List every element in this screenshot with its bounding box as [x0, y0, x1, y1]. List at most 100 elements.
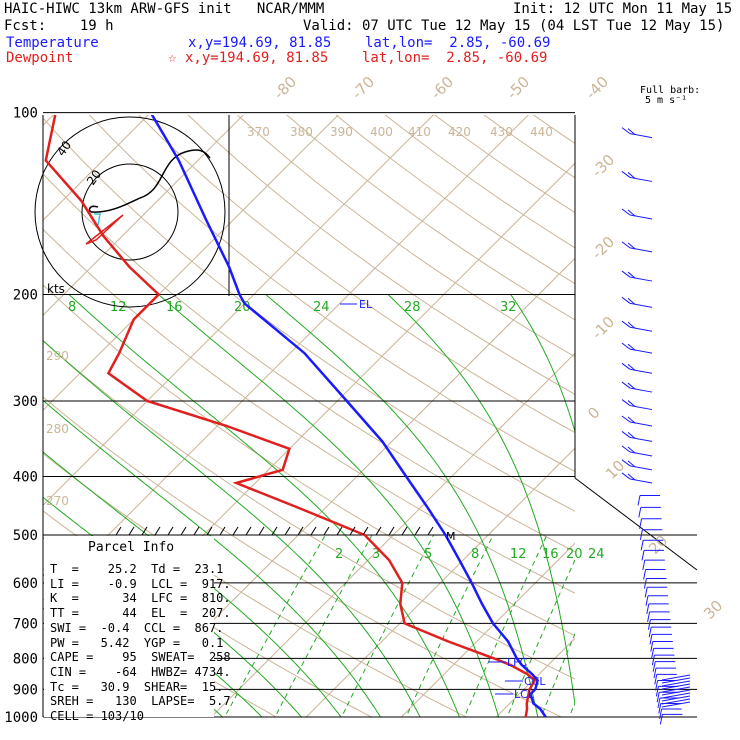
parcel-info-row: TT = 44 EL = 207.	[50, 606, 231, 621]
wind-barb	[629, 348, 653, 354]
wind-barb-flag	[621, 445, 631, 453]
mixing-ratio-label: 12	[510, 547, 527, 562]
dewpoint-location: x,y=194.69, 81.85 lat,lon= 2.85, -60.69	[185, 50, 548, 66]
theta-label: 380	[290, 125, 313, 139]
wind-barb	[629, 302, 653, 308]
pressure-tick-label: 1000	[4, 710, 38, 726]
isotherm-label: -50	[503, 73, 533, 103]
wind-barb-flag	[621, 415, 631, 423]
theta-label: 430	[490, 125, 513, 139]
dry-adiabat-line	[683, 85, 740, 730]
wind-tick	[427, 526, 434, 536]
hodograph-unit-label: kts	[47, 282, 65, 296]
dry-adiabat-line	[43, 284, 575, 637]
wind-barb-flag	[646, 603, 650, 615]
wind-barb-flag	[637, 495, 641, 506]
wind-tick	[245, 526, 252, 536]
wind-barb-flag	[655, 686, 659, 697]
wind-barb-flag	[639, 518, 643, 529]
wind-tick	[167, 526, 174, 536]
mixing-ratio-label: 8	[68, 300, 76, 315]
hodograph-low-level-trace	[94, 213, 101, 226]
wind-barb-flag	[653, 667, 657, 679]
wind-barb-flag	[621, 270, 631, 278]
plot-slant-border	[574, 477, 698, 571]
wind-barb-flag	[657, 697, 661, 709]
mixing-ratio-line	[274, 534, 373, 717]
wind-barb-flag	[621, 208, 631, 216]
parcel-info-row: CAPE = 95 SWEAT= 258	[50, 650, 231, 665]
wind-barb	[629, 326, 653, 332]
wind-tick	[401, 526, 408, 536]
isotherm-line	[43, 115, 434, 506]
mixing-ratio-label: 16	[166, 300, 183, 315]
isotherm-line	[400, 542, 575, 717]
barb-legend-line1: Full barb:	[640, 85, 701, 96]
dry-adiabat-line	[588, 85, 740, 730]
wind-tick	[375, 526, 382, 536]
wind-barb	[629, 247, 653, 253]
isotherm-label: -70	[348, 73, 378, 103]
wind-barb-flag	[627, 416, 636, 424]
wind-barb-flag	[621, 296, 631, 304]
wind-barb	[629, 421, 653, 427]
m-marker-label: M	[446, 530, 456, 543]
wind-barb-flag	[621, 342, 631, 350]
dry-adiabat-line	[731, 85, 740, 730]
moist-adiabat-line	[68, 294, 460, 717]
theta-label: 440	[530, 125, 553, 139]
theta-label: 270	[46, 494, 69, 508]
parcel-info-row: CIN = -64 HWBZ= 4734.	[50, 664, 231, 679]
wind-barb-flag	[648, 626, 652, 638]
mixing-ratio-label: 12	[110, 300, 127, 315]
wind-tick	[323, 526, 330, 536]
wind-barb-flag	[647, 611, 651, 622]
isotherm-label: 0	[584, 403, 603, 422]
dry-adiabat-line	[532, 115, 575, 145]
wind-barb-flag	[640, 540, 644, 551]
wind-tick	[128, 526, 135, 536]
wind-barb-flag	[651, 648, 655, 659]
plot-title: HAIC-HIWC 13km ARW-GFS init NCAR/MMM	[4, 1, 325, 17]
wind-barb-flag	[621, 127, 631, 134]
isotherm-label: -10	[588, 313, 618, 343]
wind-barb-flag	[627, 460, 636, 468]
wind-tick	[271, 526, 278, 536]
wind-barb-flag	[655, 680, 659, 691]
mixing-ratio-line	[540, 632, 575, 717]
wind-barb-cluster	[661, 674, 691, 681]
wind-barb-cluster	[661, 701, 691, 708]
dry-adiabat-line	[138, 115, 575, 434]
storm-motion-arrow	[85, 214, 124, 245]
wind-tick	[193, 526, 200, 536]
wind-tick	[349, 526, 356, 536]
wind-barb-flag	[627, 128, 636, 135]
wind-barb-flag	[627, 382, 636, 390]
wind-barb-flag	[627, 400, 636, 407]
wind-barb-flag	[649, 634, 653, 645]
pressure-tick-label: 900	[13, 682, 38, 698]
isotherm-label: -60	[427, 73, 457, 103]
wind-tick	[297, 526, 304, 536]
isotherm-label: -30	[588, 151, 618, 181]
temperature-profile-line	[150, 115, 547, 717]
wind-barb-cluster	[661, 686, 691, 693]
mixing-ratio-label: 32	[500, 300, 517, 315]
moist-adiabat-line	[158, 294, 500, 717]
dry-adiabat-line	[43, 396, 563, 717]
wind-barb-flag	[650, 641, 654, 652]
parcel-info-box	[44, 536, 214, 717]
wind-barb-flag	[641, 550, 645, 561]
parcel-info-row: K = 34 LFC = 810.	[50, 591, 231, 606]
temperature-location: x,y=194.69, 81.85 lat,lon= 2.85, -60.69	[188, 35, 551, 51]
wind-barb-flag	[651, 655, 655, 666]
mixing-ratio-label: 24	[313, 300, 330, 315]
hodograph-trace	[88, 149, 211, 213]
wind-barb	[629, 478, 653, 484]
wind-tick	[141, 526, 148, 536]
moist-adiabat-line	[43, 399, 382, 717]
wind-barb	[629, 405, 653, 411]
isotherm-line	[495, 637, 575, 717]
wind-barb-flag	[638, 507, 642, 518]
